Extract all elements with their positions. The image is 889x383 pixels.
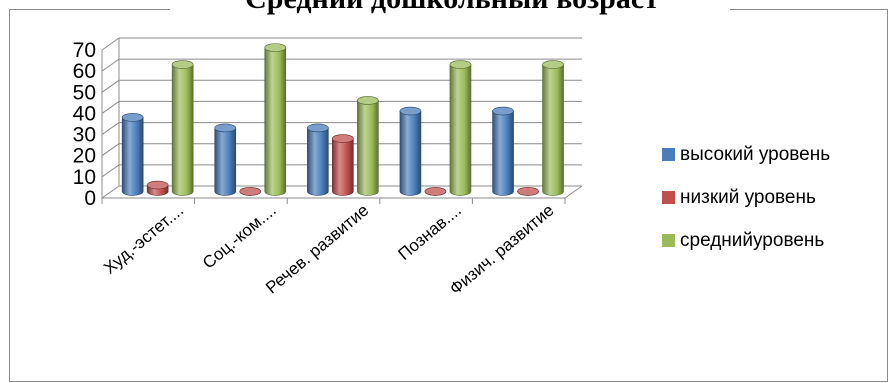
bar — [517, 187, 539, 196]
gridline-diagonal — [101, 143, 120, 157]
bars — [121, 43, 564, 196]
bar — [542, 60, 564, 196]
y-tick-label: 40 — [73, 102, 96, 125]
bar — [449, 60, 472, 196]
bar — [424, 187, 447, 196]
gridline-diagonal — [101, 79, 120, 93]
y-tick-label: 20 — [73, 145, 96, 168]
legend: высокий уровень низкий уровень среднийуров… — [662, 144, 830, 251]
bar — [264, 43, 287, 196]
y-tick-label: 70 — [73, 39, 96, 62]
y-tick-label: 0 — [84, 187, 96, 210]
x-tick-label: Соц.-ком.... — [199, 201, 280, 273]
floor-right-edge — [564, 185, 583, 199]
y-tick-label: 30 — [73, 124, 96, 147]
gridline-diagonal — [101, 101, 120, 114]
x-tick-label: Познав.... — [395, 201, 465, 264]
bar — [399, 106, 422, 196]
gridline-diagonal — [101, 122, 120, 135]
bar — [214, 123, 237, 196]
bar — [357, 96, 379, 196]
bar — [171, 60, 194, 196]
bar — [146, 180, 169, 196]
title-backdrop — [170, 0, 730, 16]
x-axis-labels: Худ.-эстет.... Соц.-ком....Речев. развити… — [100, 201, 557, 299]
legend-label: среднийуровень — [680, 230, 824, 251]
legend-label: низкий уровень — [680, 187, 816, 208]
bar — [492, 106, 514, 196]
legend-label: высокий уровень — [680, 144, 830, 165]
y-tick-label: 60 — [73, 60, 96, 83]
gridline-diagonal — [101, 58, 120, 72]
y-tick-label: 50 — [73, 81, 96, 104]
legend-swatch — [662, 191, 675, 204]
bar — [239, 187, 262, 196]
gridline-diagonal — [101, 37, 120, 51]
gridline-diagonal — [101, 164, 120, 178]
gridline-diagonal — [101, 185, 120, 199]
x-tick-label: Худ.-эстет.... — [100, 201, 187, 278]
bar — [332, 134, 354, 196]
bar — [307, 123, 329, 196]
legend-swatch — [662, 234, 675, 247]
y-tick-label: 10 — [73, 166, 96, 189]
bar — [121, 113, 144, 196]
chart-title: Средний дошкольный возраст — [245, 0, 659, 15]
legend-swatch — [662, 148, 675, 161]
